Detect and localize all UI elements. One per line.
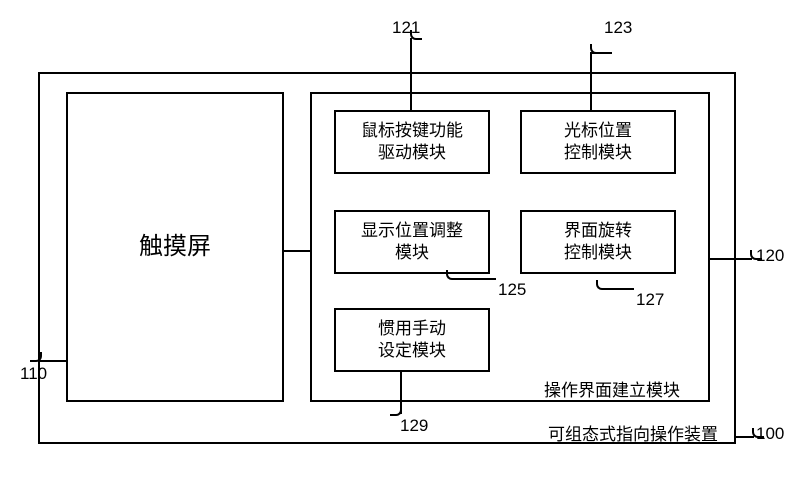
leader-line	[410, 38, 412, 110]
leader-hook	[590, 44, 602, 54]
leader-line	[40, 360, 66, 362]
module-127-box: 界面旋转 控制模块	[520, 210, 676, 274]
module-129-box: 惯用手动 设定模块	[334, 308, 490, 372]
ref-110: 110	[20, 364, 47, 384]
leader-line	[456, 278, 496, 280]
touchscreen-box: 触摸屏	[66, 92, 284, 402]
device-outer-caption: 可组态式指向操作装置	[548, 420, 718, 445]
leader-hook	[446, 270, 458, 280]
leader-hook	[752, 428, 764, 438]
leader-hook	[410, 30, 422, 40]
module-127-label: 界面旋转 控制模块	[564, 220, 632, 264]
module-129-label: 惯用手动 设定模块	[378, 318, 446, 362]
ref-129: 129	[400, 416, 428, 436]
leader-hook	[596, 280, 608, 290]
touchscreen-label: 触摸屏	[139, 231, 211, 262]
leader-line	[710, 258, 752, 260]
leader-line	[734, 436, 754, 438]
module-125-label: 显示位置调整 模块	[361, 220, 463, 264]
leader-line	[590, 52, 592, 110]
module-121-label: 鼠标按键功能 驱动模块	[361, 120, 463, 164]
ref-127: 127	[636, 290, 664, 310]
leader-line	[606, 288, 634, 290]
module-125-box: 显示位置调整 模块	[334, 210, 490, 274]
module-123-box: 光标位置 控制模块	[520, 110, 676, 174]
ref-125: 125	[498, 280, 526, 300]
ref-123: 123	[604, 18, 632, 38]
ui-module-caption: 操作界面建立模块	[544, 376, 680, 401]
connector-line	[284, 250, 310, 252]
leader-hook	[750, 250, 762, 260]
module-123-label: 光标位置 控制模块	[564, 120, 632, 164]
module-121-box: 鼠标按键功能 驱动模块	[334, 110, 490, 174]
